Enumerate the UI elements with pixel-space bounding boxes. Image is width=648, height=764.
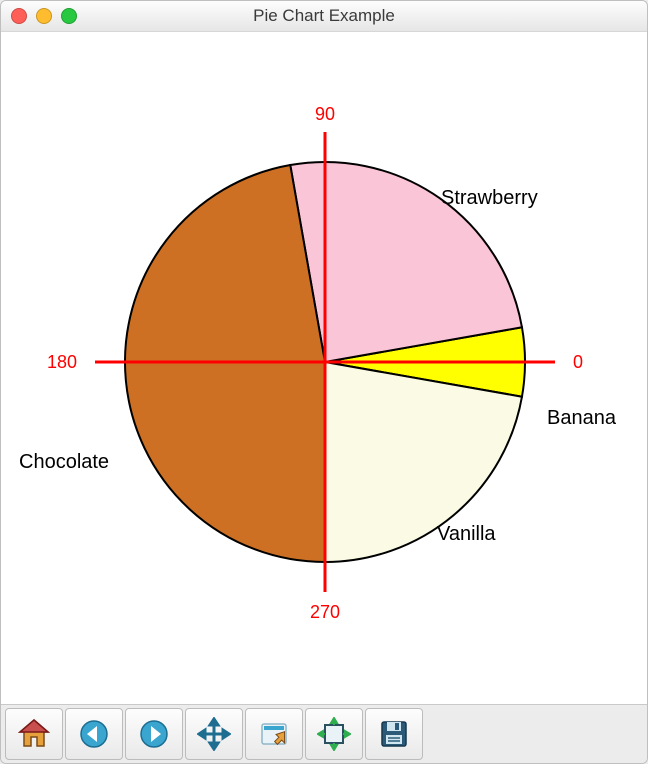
window-controls [11, 8, 77, 24]
axis-label: 270 [310, 602, 340, 622]
zoom-rect-button[interactable] [305, 708, 363, 760]
titlebar: Pie Chart Example [1, 1, 647, 32]
chart-canvas: 0 90 180 270 Banana Strawberry Chocolate Vanill… [1, 31, 647, 705]
subplot-config-button[interactable] [245, 708, 303, 760]
pan-button[interactable] [185, 708, 243, 760]
save-button[interactable] [365, 708, 423, 760]
app-window: Pie Chart Example 0 90 180 270 Banana Strawbe… [0, 0, 648, 764]
save-icon [377, 717, 411, 751]
pie-slice-label: Vanilla [437, 523, 496, 545]
forward-icon [137, 717, 171, 751]
home-button[interactable] [5, 708, 63, 760]
zoom-rect-icon [317, 717, 351, 751]
back-button[interactable] [65, 708, 123, 760]
axis-label: 0 [573, 352, 583, 372]
minimize-window-button[interactable] [36, 8, 52, 24]
back-icon [77, 717, 111, 751]
axis-label: 90 [315, 104, 335, 124]
pie-slice-label: Banana [547, 407, 617, 429]
pie-slice-label: Strawberry [441, 187, 538, 209]
home-icon [17, 717, 51, 751]
forward-button[interactable] [125, 708, 183, 760]
matplotlib-toolbar [1, 704, 647, 763]
pan-icon [197, 717, 231, 751]
axis-label: 180 [47, 352, 77, 372]
window-title: Pie Chart Example [1, 6, 647, 26]
pie-chart-svg: 0 90 180 270 Banana Strawberry Chocolate Vanill… [1, 32, 648, 708]
zoom-window-button[interactable] [61, 8, 77, 24]
pie-slice [125, 165, 325, 562]
subplot-config-icon [257, 717, 291, 751]
pie-slice-label: Chocolate [19, 451, 109, 473]
close-window-button[interactable] [11, 8, 27, 24]
